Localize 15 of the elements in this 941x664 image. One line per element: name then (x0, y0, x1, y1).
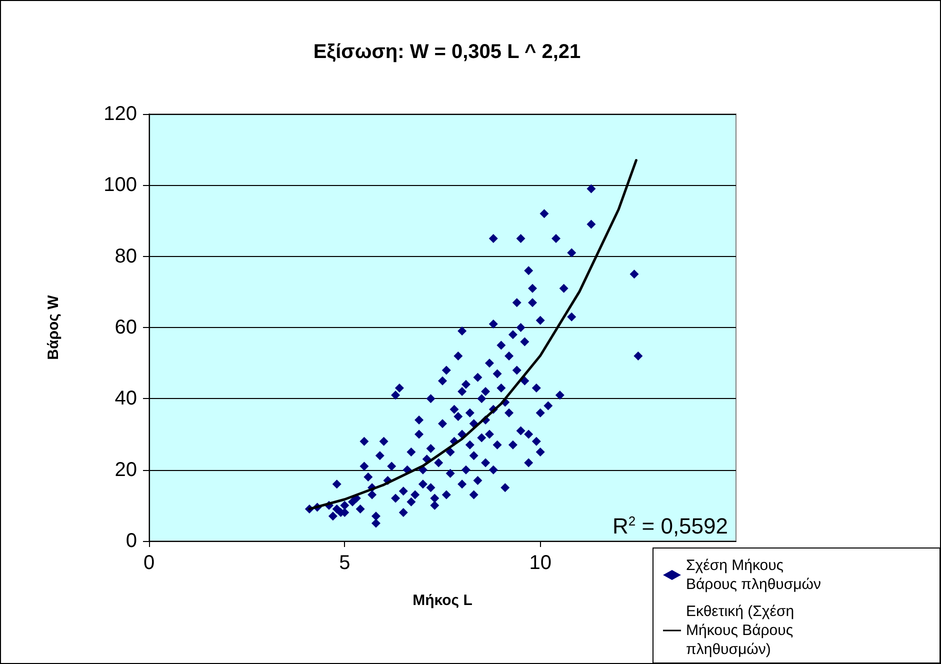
y-tick-label: 100 (104, 174, 137, 196)
y-tick-label: 0 (126, 530, 137, 552)
legend-label: Εκθετική (Σχέση Μήκους Βάρους πληθυσμών) (686, 603, 798, 658)
y-tick-label: 20 (114, 458, 137, 481)
y-tick-label: 80 (114, 245, 137, 268)
x-tick-label: 0 (143, 552, 155, 574)
x-axis-title: Μήκος L (412, 592, 472, 609)
legend-label: Σχέση Μήκους Βάρους πληθυσμών (686, 557, 821, 593)
y-tick-label: 40 (114, 388, 137, 410)
y-tick-label: 120 (104, 103, 137, 125)
chart-title: Εξίσωση: W = 0,305 L ^ 2,21 (313, 41, 581, 63)
y-axis-title: Βάρος W (45, 294, 62, 360)
x-tick-label: 10 (529, 552, 552, 574)
y-tick-label: 60 (114, 316, 137, 338)
x-tick-label: 5 (339, 552, 350, 574)
